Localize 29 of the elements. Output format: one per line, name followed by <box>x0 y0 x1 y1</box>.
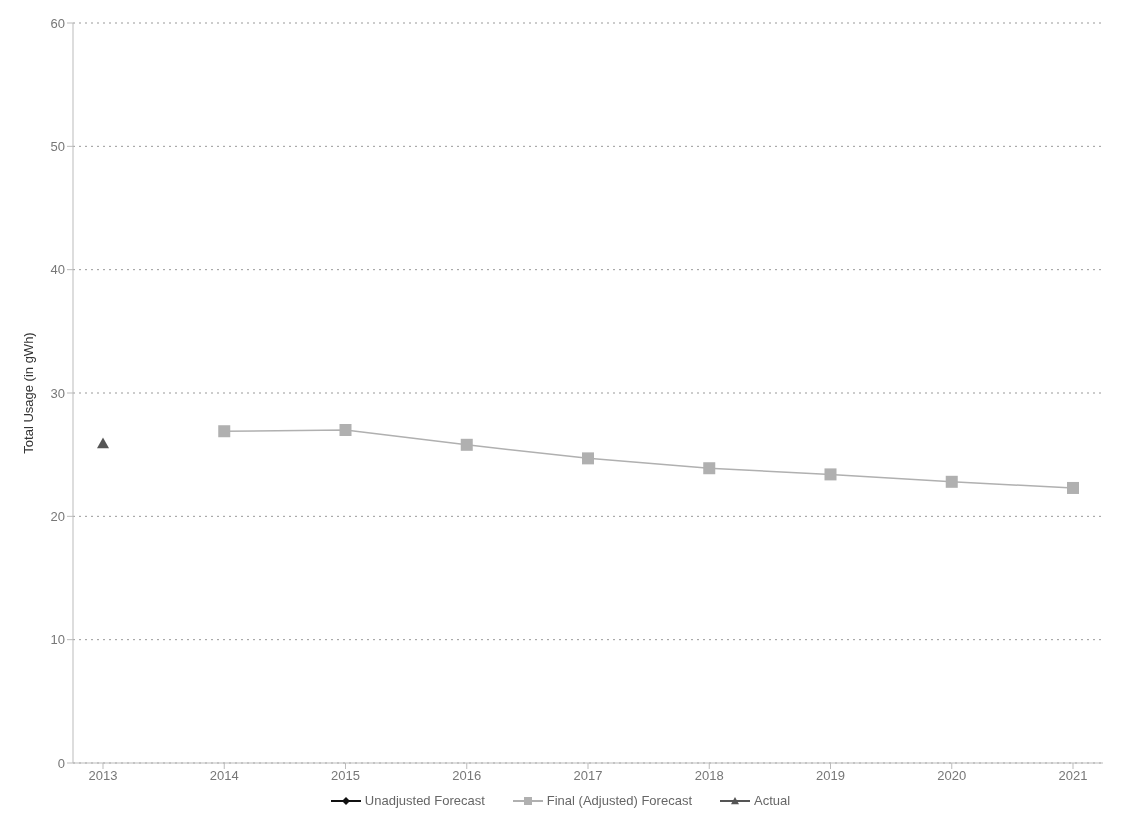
x-tick-label: 2016 <box>452 768 482 784</box>
y-tick-label: 60 <box>50 15 65 31</box>
x-tick-label: 2015 <box>331 768 360 784</box>
point <box>824 468 837 481</box>
point <box>339 424 352 436</box>
y-tick-label: 0 <box>57 755 65 771</box>
y-tick-label: 30 <box>50 385 65 401</box>
x-tick-label: 2014 <box>209 768 239 784</box>
y-tick-label: 10 <box>50 632 65 648</box>
x-tick-label: 2017 <box>573 768 603 784</box>
y-tick-label: 40 <box>50 262 65 278</box>
x-tick-label: 2021 <box>1058 768 1088 784</box>
point <box>460 438 473 451</box>
point <box>218 425 231 438</box>
point <box>703 462 716 475</box>
y-tick-label: 50 <box>50 138 65 154</box>
y-axis-title: Total Usage (in gWh) <box>20 332 36 454</box>
x-tick-label: 2013 <box>88 768 118 784</box>
point <box>97 437 109 449</box>
legend-label: Final (Adjusted) Forecast <box>545 793 693 808</box>
legend-label: Unadjusted Forecast <box>363 793 485 808</box>
x-tick-label: 2018 <box>694 768 724 784</box>
x-tick-label: 2020 <box>937 768 967 784</box>
point <box>582 452 594 465</box>
point <box>1067 481 1079 494</box>
y-tick-label: 20 <box>50 508 65 524</box>
legend-label: Actual <box>753 793 791 808</box>
x-tick-label: 2019 <box>816 768 845 784</box>
point <box>945 475 958 488</box>
